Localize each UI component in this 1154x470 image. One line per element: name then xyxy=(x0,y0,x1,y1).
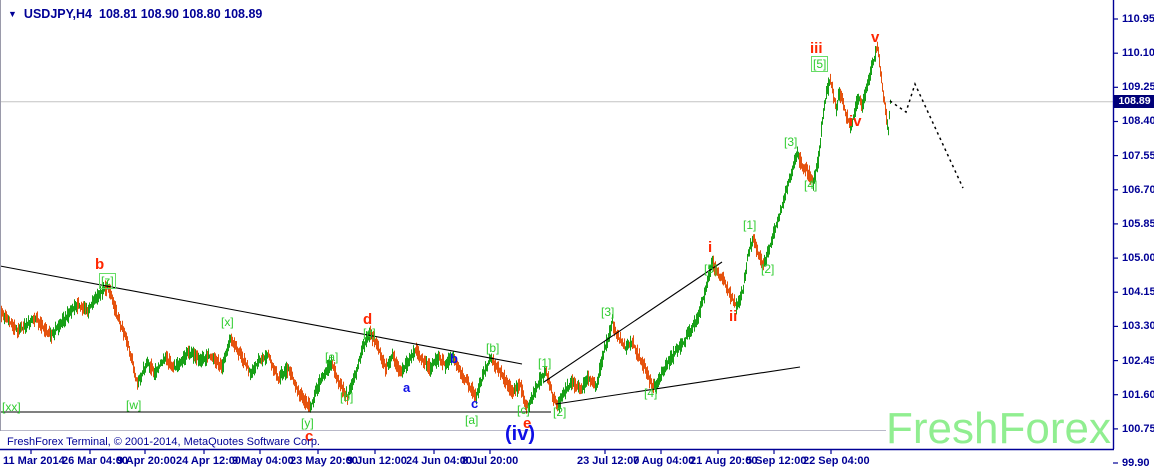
wave-label-iii[interactable]: iii xyxy=(810,40,823,57)
date-tick-label: 9 Jun 12:00 xyxy=(347,455,407,467)
date-tick-label: 26 Mar 04:00 xyxy=(62,455,129,467)
wave-label-4[interactable]: [4] xyxy=(804,178,818,192)
wave-label-2[interactable]: [2] xyxy=(553,405,567,419)
date-tick-label: 21 Aug 20:00 xyxy=(690,455,758,467)
date-tick-label: 22 Sep 04:00 xyxy=(803,455,870,467)
date-tick-label: 24 Jun 04:00 xyxy=(406,455,473,467)
forecast-dashed-line[interactable] xyxy=(889,81,964,189)
wave-label-i[interactable]: i xyxy=(708,239,713,256)
wave-label-c[interactable]: [c] xyxy=(517,403,530,417)
wave-label-xx[interactable]: [xx] xyxy=(2,400,21,414)
wave-label-a[interactable]: [a] xyxy=(325,350,339,364)
wave-label-b[interactable]: [b] xyxy=(340,390,354,404)
price-tick-label: 99.90 xyxy=(1122,457,1150,469)
price-tick-label: 102.45 xyxy=(1122,355,1154,367)
wave-label-4[interactable]: [4] xyxy=(644,386,658,400)
price-tick-label: 107.55 xyxy=(1122,150,1154,162)
wave-label-c[interactable]: [c] xyxy=(363,326,376,340)
price-tick-label: 110.10 xyxy=(1122,47,1154,59)
price-tick-label: 110.95 xyxy=(1122,13,1154,25)
symbol-timeframe-label: USDJPY,H4 xyxy=(23,7,93,21)
date-tick-label: 8 Jul 20:00 xyxy=(462,455,519,467)
wave-label-ii[interactable]: ii xyxy=(729,308,738,325)
wave-label-x[interactable]: [x] xyxy=(221,315,234,329)
wave-label-b[interactable]: b xyxy=(95,256,105,273)
date-tick-label: 9 May 04:00 xyxy=(232,455,294,467)
wave-label-b[interactable]: b xyxy=(450,351,458,366)
date-tick-label: 11 Mar 2014 xyxy=(3,455,65,467)
wave-label-iv[interactable]: iv xyxy=(849,113,862,130)
trendline-1[interactable] xyxy=(0,265,523,365)
trendline-3[interactable] xyxy=(555,366,801,405)
trendline-2[interactable] xyxy=(543,261,723,383)
wave-label-5[interactable]: [5] xyxy=(704,262,718,276)
wave-label-b[interactable]: [b] xyxy=(486,341,500,355)
chart-header: ▼ USDJPY,H4 108.81 108.90 108.80 108.89 xyxy=(8,7,262,21)
wave-label-1[interactable]: [1] xyxy=(743,218,757,232)
date-tick-label: 23 May 20:00 xyxy=(290,455,358,467)
wave-label-y[interactable]: [y] xyxy=(301,416,314,430)
wave-label-3[interactable]: [3] xyxy=(601,305,615,319)
ohlc-values: 108.81 108.90 108.80 108.89 xyxy=(99,7,263,21)
price-tick-label: 104.15 xyxy=(1122,286,1154,298)
wave-label-c[interactable]: c xyxy=(471,396,479,411)
bullish-candles xyxy=(4,46,891,413)
price-tick-label: 106.70 xyxy=(1122,184,1154,196)
copyright-text: FreshForex Terminal, © 2001-2014, MetaQu… xyxy=(7,436,320,448)
wave-label-c[interactable]: c xyxy=(305,428,314,445)
price-tick-label: 105.00 xyxy=(1122,252,1154,264)
wave-label-w[interactable]: [w] xyxy=(126,398,142,412)
date-tick-label: 5 Sep 12:00 xyxy=(746,455,807,467)
date-tick-label: 9 Apr 20:00 xyxy=(117,455,176,467)
date-tick-label: 24 Apr 12:00 xyxy=(176,455,242,467)
broker-watermark: FreshForex xyxy=(886,404,1111,453)
wave-label-a[interactable]: [a] xyxy=(465,413,479,427)
date-tick-label: 7 Aug 04:00 xyxy=(633,455,695,467)
price-tick-label: 105.85 xyxy=(1122,218,1154,230)
wave-label-3[interactable]: [3] xyxy=(784,135,798,149)
price-tick-label: 101.60 xyxy=(1122,389,1154,401)
wave-label-1[interactable]: [1] xyxy=(538,356,552,370)
price-tick-label: 109.25 xyxy=(1122,81,1154,93)
date-tick-label: 23 Jul 12:00 xyxy=(577,455,640,467)
wave-label-e[interactable]: e xyxy=(523,415,532,432)
price-tick-label: 103.30 xyxy=(1122,320,1154,332)
price-tick-label: 100.75 xyxy=(1122,423,1154,435)
symbol-dropdown-icon[interactable]: ▼ xyxy=(8,9,17,19)
wave-label-5[interactable]: [5] xyxy=(810,56,829,72)
wave-label-a[interactable]: a xyxy=(403,380,411,395)
current-price-badge: 108.89 xyxy=(1114,95,1154,108)
wave-label-2[interactable]: [2] xyxy=(761,262,775,276)
price-tick-label: 108.40 xyxy=(1122,115,1154,127)
wave-label-d[interactable]: d xyxy=(363,311,373,328)
wave-label-v[interactable]: v xyxy=(871,29,880,46)
wave-label-iv[interactable]: (iv) xyxy=(505,423,535,445)
wave-label-z[interactable]: [z] xyxy=(99,273,116,289)
